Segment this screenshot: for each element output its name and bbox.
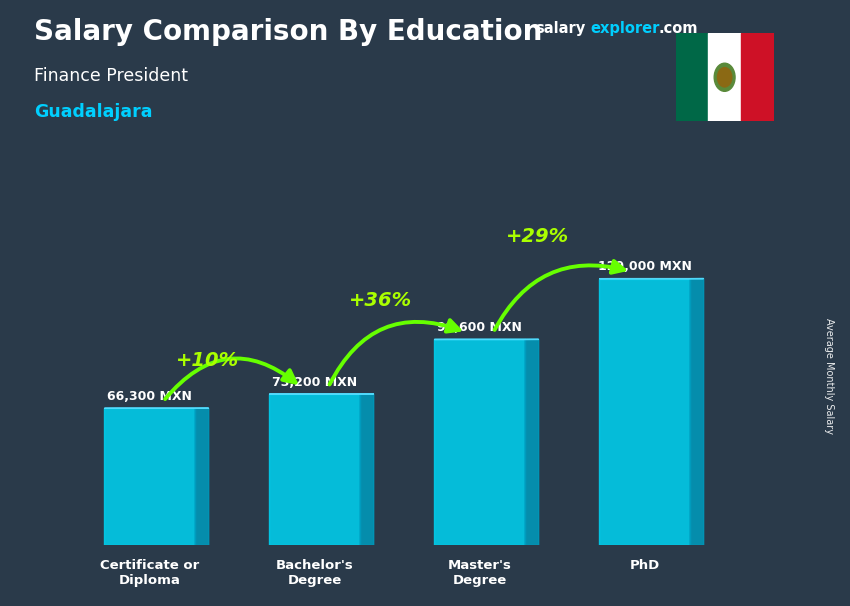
Text: +36%: +36% — [349, 291, 412, 310]
Polygon shape — [434, 339, 525, 545]
Text: +10%: +10% — [176, 351, 239, 370]
Polygon shape — [269, 394, 360, 545]
Polygon shape — [690, 279, 704, 545]
Bar — [741, 33, 774, 121]
Text: +29%: +29% — [506, 227, 569, 247]
Polygon shape — [525, 339, 539, 545]
Polygon shape — [360, 394, 374, 545]
Text: .com: .com — [659, 21, 698, 36]
Bar — [708, 33, 741, 121]
Text: 73,200 MXN: 73,200 MXN — [272, 376, 357, 388]
Text: 99,600 MXN: 99,600 MXN — [437, 321, 522, 334]
Text: 66,300 MXN: 66,300 MXN — [107, 390, 192, 403]
Polygon shape — [599, 279, 690, 545]
Bar — [676, 33, 708, 121]
Text: Salary Comparison By Education: Salary Comparison By Education — [34, 18, 542, 46]
Text: Guadalajara: Guadalajara — [34, 103, 152, 121]
Text: Finance President: Finance President — [34, 67, 188, 85]
Text: salary: salary — [536, 21, 586, 36]
Text: Average Monthly Salary: Average Monthly Salary — [824, 318, 834, 434]
Text: 129,000 MXN: 129,000 MXN — [598, 261, 692, 273]
Circle shape — [714, 63, 735, 92]
Polygon shape — [105, 408, 196, 545]
Text: explorer: explorer — [591, 21, 660, 36]
Circle shape — [717, 68, 732, 87]
Polygon shape — [196, 408, 209, 545]
